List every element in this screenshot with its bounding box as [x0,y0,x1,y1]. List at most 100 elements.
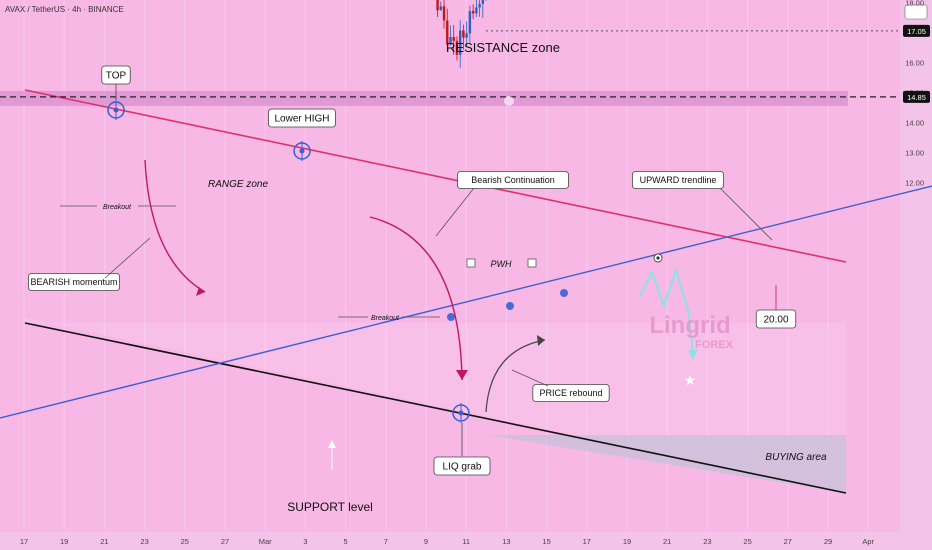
x-tick-label: 25 [743,537,751,546]
descending-resistance-line [24,89,847,263]
support-zone-band [0,90,848,106]
price-rebound-label-box [532,384,610,402]
upward-trendline-label-box [632,171,725,189]
breakout-label-2: Breakout [371,315,400,322]
bearish-momentum-label: BEARISH momentum [30,277,117,287]
y-tick-label: 14.00 [905,118,924,127]
upward-trendline-label: UPWARD trendline [640,175,717,185]
liq-grab-label: LIQ grab [443,462,482,473]
x-tick-label: Mar [259,537,272,546]
pwh-check-icon-right [527,258,537,268]
price-axis-panel [900,0,932,550]
projection-path [639,268,695,353]
watermark-main: Lingrid [649,312,730,339]
candle-body [478,3,481,8]
breakout-label-1: Breakout [103,204,132,211]
x-tick-label: 5 [344,537,348,546]
x-tick-label: 27 [784,537,792,546]
price-rebound-connector [511,369,549,387]
x-tick-label: 23 [140,537,148,546]
y-tick-label: 16.00 [905,58,924,67]
currency-box [904,4,928,20]
bearish-continuation-label-box [457,171,569,189]
upward-trendline-connector [719,187,773,241]
x-tick-label: 3 [303,537,307,546]
candle-body [439,6,442,11]
x-tick-label: 15 [542,537,550,546]
y-tick-label: 18.00 [905,0,924,7]
buying-area-shape [487,435,846,493]
x-tick-label: 21 [100,537,108,546]
x-tick-label: 25 [181,537,189,546]
candle-body [449,36,452,45]
target-label: 20.00 [763,315,788,326]
x-tick-label: 9 [424,537,428,546]
decline-arrowhead [456,370,468,380]
decline-arrow [369,216,463,381]
price-tag-label: 17.05 [907,27,926,36]
time-axis-panel [0,532,932,550]
bearish-continuation-connector [435,187,475,237]
price-tag-box [903,90,930,103]
candle-body [465,33,468,38]
x-tick-label: 17 [20,537,28,546]
rebound-arrowhead [537,335,545,346]
y-tick-label: 13.00 [905,148,924,157]
x-tick-label: 11 [462,537,470,546]
touch-point [447,313,455,321]
buying-area-label: BUYING area [765,452,827,463]
candle-body [452,36,455,41]
liq-grab-label-box [433,456,491,476]
touch-point [560,289,568,297]
support-arrowhead [328,440,336,448]
top-label: TOP [106,71,127,82]
price-rebound-label: PRICE rebound [539,388,602,398]
bearish-momentum-label-box [27,273,120,291]
candle-body [462,30,465,38]
candle-body [471,10,475,14]
x-tick-label: 21 [663,537,671,546]
x-tick-label: Apr [862,537,874,546]
candle-body [468,10,472,34]
projection-arrowhead [688,350,698,360]
pwh-check-icon-left [466,258,476,268]
bearish-momentum-connector [104,237,151,279]
candle-body [458,30,462,55]
candle-body [455,40,459,55]
price-tag-label: 14.85 [907,93,926,102]
candle-body [442,6,446,21]
resistance-zone-label: RESISTANCE zone [446,40,560,55]
bearish-momentum-arrowhead [196,287,205,296]
pwh-label: PWH [491,259,512,269]
eye-icon-pupil [656,256,660,260]
range-zone-label: RANGE zone [208,179,268,190]
target-star-icon: ★ [684,372,697,388]
lower-high-label-box [268,108,336,128]
upward-trendline [0,185,932,419]
symbol-header: AVAX / TetherUS · 4h · BINANCE [5,5,124,14]
x-tick-label: 27 [221,537,229,546]
x-tick-label: 17 [583,537,591,546]
bearish-momentum-arrow [144,159,206,293]
arrow-down-circle-icon [504,96,514,106]
x-tick-label: 29 [824,537,832,546]
x-tick-label: 7 [384,537,388,546]
price-tag-box [903,24,930,37]
candle-body [446,20,449,45]
rebound-arrow [485,339,546,413]
candle-body [475,7,478,14]
x-tick-label: 19 [60,537,68,546]
y-tick-label: 12.00 [905,178,924,187]
watermark-sub: FOREX [695,339,734,351]
x-tick-label: 23 [703,537,711,546]
descending-support-line [24,322,847,494]
bearish-continuation-label: Bearish Continuation [471,175,555,185]
touch-point [506,302,514,310]
candle-body [436,0,439,11]
x-tick-label: 19 [623,537,631,546]
candle-body [481,0,485,4]
support-level-label: SUPPORT level [287,500,373,514]
x-tick-label: 13 [502,537,510,546]
